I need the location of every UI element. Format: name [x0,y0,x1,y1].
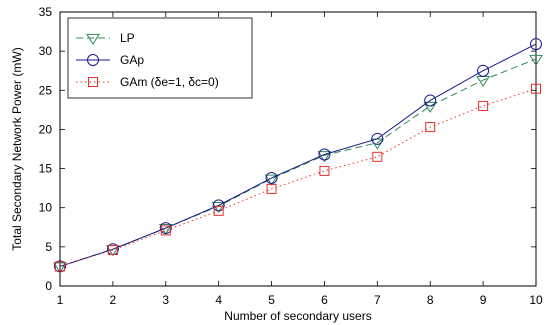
y-axis-label: Total Secondary Network Power (mW) [10,47,24,250]
series-line [59,58,537,267]
legend-label: GAp [120,53,144,67]
series-1 [54,38,542,273]
data-point [425,122,436,133]
data-point [423,101,438,113]
data-point [211,202,226,214]
data-point [53,262,67,274]
data-point [160,225,171,236]
x-tick-label: 5 [268,293,275,307]
data-point [319,165,330,176]
x-axis-label: Number of secondary users [224,309,371,323]
legend-label: LP [120,31,135,45]
series-line [59,88,537,267]
x-tick-label: 6 [321,293,328,307]
data-point [266,183,277,194]
data-point [265,171,278,184]
y-tick-label: 5 [45,240,52,254]
x-tick-label: 9 [480,293,487,307]
legend-marker [88,77,98,87]
legend-marker [87,54,99,66]
legend-box [67,17,253,99]
legend: LP GAp GAm (δe=1, δc=0) [67,17,253,99]
series-2 [55,83,541,272]
x-tick-label: 3 [162,293,169,307]
data-point [477,64,490,77]
y-tick-label: 25 [39,83,53,97]
data-point [54,260,66,273]
series-layer [53,38,543,274]
data-point [531,83,541,94]
data-point [371,132,384,145]
x-tick-label: 10 [529,293,543,307]
data-point [55,261,65,272]
data-point [213,205,224,216]
legend-label: GAm (δe=1, δc=0) [120,75,219,89]
y-tick-label: 0 [45,279,52,293]
y-tick-label: 10 [39,201,53,215]
y-tick-label: 30 [39,44,53,58]
y-tick-label: 35 [39,5,53,19]
x-tick-label: 4 [215,293,222,307]
data-point [478,100,489,111]
data-point [529,54,543,66]
data-point [212,199,225,212]
data-point [107,244,118,255]
y-tick-label: 15 [39,162,53,176]
y-axis: 0 5 10 15 20 25 30 35 [39,5,536,293]
x-tick-label: 7 [374,293,381,307]
x-tick-label: 2 [110,293,117,307]
data-point [530,38,542,51]
x-axis: 1 2 3 4 5 6 7 8 9 10 [57,12,543,307]
data-point [372,151,383,162]
series-line [59,43,537,267]
y-tick-label: 20 [39,122,53,136]
data-point [424,94,437,107]
legend-marker [86,33,100,45]
data-point [318,148,331,161]
x-tick-label: 1 [57,293,64,307]
x-tick-label: 8 [427,293,434,307]
data-point [317,151,332,163]
